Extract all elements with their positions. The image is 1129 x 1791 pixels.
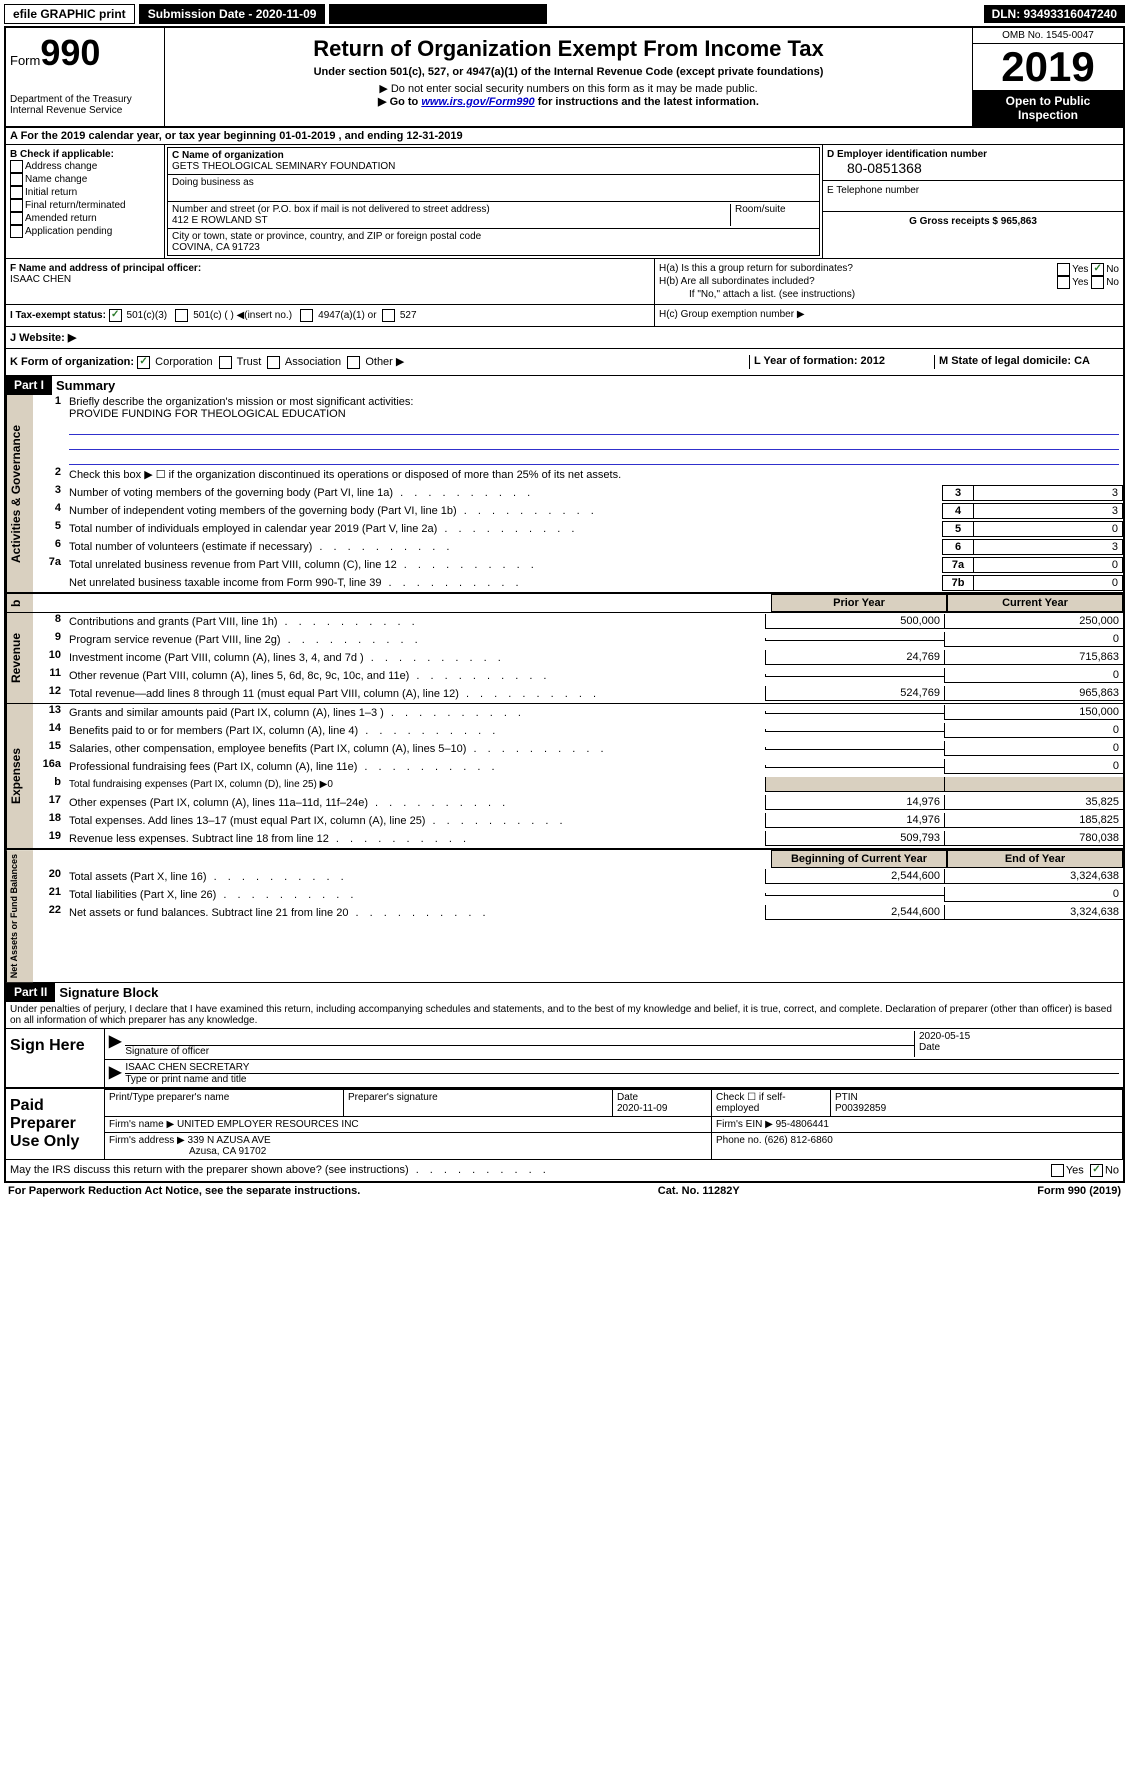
governance-label: Activities & Governance	[6, 395, 33, 592]
state-domicile: M State of legal domicile: CA	[934, 355, 1119, 369]
org-name: GETS THEOLOGICAL SEMINARY FOUNDATION	[172, 161, 815, 172]
discuss-question: May the IRS discuss this return with the…	[10, 1164, 550, 1177]
part2-header: Part II	[6, 983, 55, 1002]
expenses-label: Expenses	[6, 704, 33, 848]
application-pending-checkbox[interactable]	[10, 225, 23, 238]
section-d: D Employer identification number 80-0851…	[822, 145, 1123, 258]
section-f: F Name and address of principal officer:…	[6, 259, 655, 304]
ptin: P00392859	[835, 1103, 886, 1114]
paid-preparer-label: Paid Preparer Use Only	[6, 1089, 104, 1159]
form-header: Form990 Department of the Treasury Inter…	[6, 28, 1123, 128]
preparer-table: Print/Type preparer's name Preparer's si…	[104, 1089, 1123, 1159]
final-return-checkbox[interactable]	[10, 199, 23, 212]
firm-phone: (626) 812-6860	[764, 1135, 832, 1146]
name-change-checkbox[interactable]	[10, 173, 23, 186]
firm-name: UNITED EMPLOYER RESOURCES INC	[177, 1119, 359, 1130]
section-i: I Tax-exempt status: 501(c)(3) 501(c) ( …	[6, 305, 655, 326]
perjury-declaration: Under penalties of perjury, I declare th…	[6, 1002, 1123, 1029]
omb-number: OMB No. 1545-0047	[973, 28, 1123, 44]
mission-text: PROVIDE FUNDING FOR THEOLOGICAL EDUCATIO…	[69, 408, 1119, 420]
part1-header: Part I	[6, 376, 52, 395]
form-subtitle: Under section 501(c), 527, or 4947(a)(1)…	[173, 66, 964, 78]
form-title: Return of Organization Exempt From Incom…	[173, 36, 964, 62]
prior-year-header: Prior Year	[771, 594, 947, 612]
firm-ein: 95-4806441	[776, 1119, 829, 1130]
street-address: 412 E ROWLAND ST	[172, 215, 730, 226]
initial-return-checkbox[interactable]	[10, 186, 23, 199]
tax-year: 2019	[973, 44, 1123, 90]
corporation-checkbox[interactable]	[137, 356, 150, 369]
section-c: C Name of organization GETS THEOLOGICAL …	[165, 145, 822, 258]
501c3-checkbox[interactable]	[109, 309, 122, 322]
discuss-no-checkbox[interactable]	[1090, 1164, 1103, 1177]
section-h: H(a) Is this a group return for subordin…	[655, 259, 1123, 304]
arrow-icon: ▶	[109, 1031, 121, 1057]
sign-here-label: Sign Here	[6, 1029, 104, 1087]
discuss-yes-checkbox[interactable]	[1051, 1164, 1064, 1177]
gross-receipts: G Gross receipts $ 965,863	[823, 212, 1123, 231]
page-footer: For Paperwork Reduction Act Notice, see …	[4, 1183, 1125, 1199]
dln-label: DLN: 93493316047240	[984, 5, 1125, 23]
section-k: K Form of organization: Corporation Trus…	[10, 355, 749, 369]
officer-name: ISAAC CHEN SECRETARY	[125, 1062, 1119, 1074]
arrow-icon: ▶	[109, 1062, 121, 1085]
note-link: ▶ Go to www.irs.gov/Form990 for instruct…	[173, 95, 964, 108]
section-b: B Check if applicable: Address change Na…	[6, 145, 165, 258]
current-year-header: Current Year	[947, 594, 1123, 612]
efile-button[interactable]: efile GRAPHIC print	[4, 4, 135, 24]
form-number: Form990	[10, 32, 160, 74]
principal-officer: ISAAC CHEN	[10, 274, 650, 285]
note-ssn: ▶ Do not enter social security numbers o…	[173, 82, 964, 95]
form-container: Form990 Department of the Treasury Inter…	[4, 26, 1125, 1183]
revenue-label: Revenue	[6, 613, 33, 703]
netassets-label: Net Assets or Fund Balances	[6, 850, 33, 982]
dept-label: Department of the Treasury	[10, 94, 160, 105]
sign-date: 2020-05-15	[919, 1031, 1119, 1042]
year-formation: L Year of formation: 2012	[749, 355, 934, 369]
address-change-checkbox[interactable]	[10, 160, 23, 173]
amended-return-checkbox[interactable]	[10, 212, 23, 225]
part1-title: Summary	[52, 376, 119, 395]
form990-link[interactable]: www.irs.gov/Form990	[421, 96, 534, 108]
part2-title: Signature Block	[55, 983, 162, 1002]
top-toolbar: efile GRAPHIC print Submission Date - 20…	[4, 4, 1125, 24]
section-a: A For the 2019 calendar year, or tax yea…	[6, 128, 1123, 145]
open-public-badge: Open to Public Inspection	[973, 90, 1123, 126]
ein: 80-0851368	[827, 160, 1119, 176]
firm-address: 339 N AZUSA AVE	[188, 1135, 271, 1146]
submission-date-button[interactable]: Submission Date - 2020-11-09	[139, 4, 326, 24]
section-j: J Website: ▶	[6, 327, 1123, 349]
city-state-zip: COVINA, CA 91723	[172, 242, 815, 253]
blank-button	[329, 4, 547, 24]
irs-label: Internal Revenue Service	[10, 105, 160, 116]
